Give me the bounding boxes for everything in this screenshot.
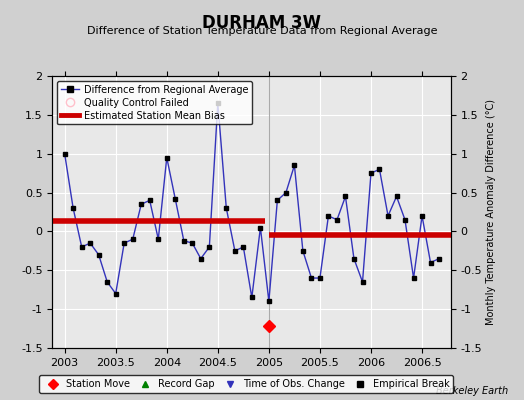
Legend: Difference from Regional Average, Quality Control Failed, Estimated Station Mean: Difference from Regional Average, Qualit… bbox=[57, 81, 252, 124]
Text: Berkeley Earth: Berkeley Earth bbox=[436, 386, 508, 396]
Text: Difference of Station Temperature Data from Regional Average: Difference of Station Temperature Data f… bbox=[87, 26, 437, 36]
Text: DURHAM 3W: DURHAM 3W bbox=[202, 14, 322, 32]
Y-axis label: Monthly Temperature Anomaly Difference (°C): Monthly Temperature Anomaly Difference (… bbox=[486, 99, 496, 325]
Legend: Station Move, Record Gap, Time of Obs. Change, Empirical Break: Station Move, Record Gap, Time of Obs. C… bbox=[39, 375, 453, 393]
